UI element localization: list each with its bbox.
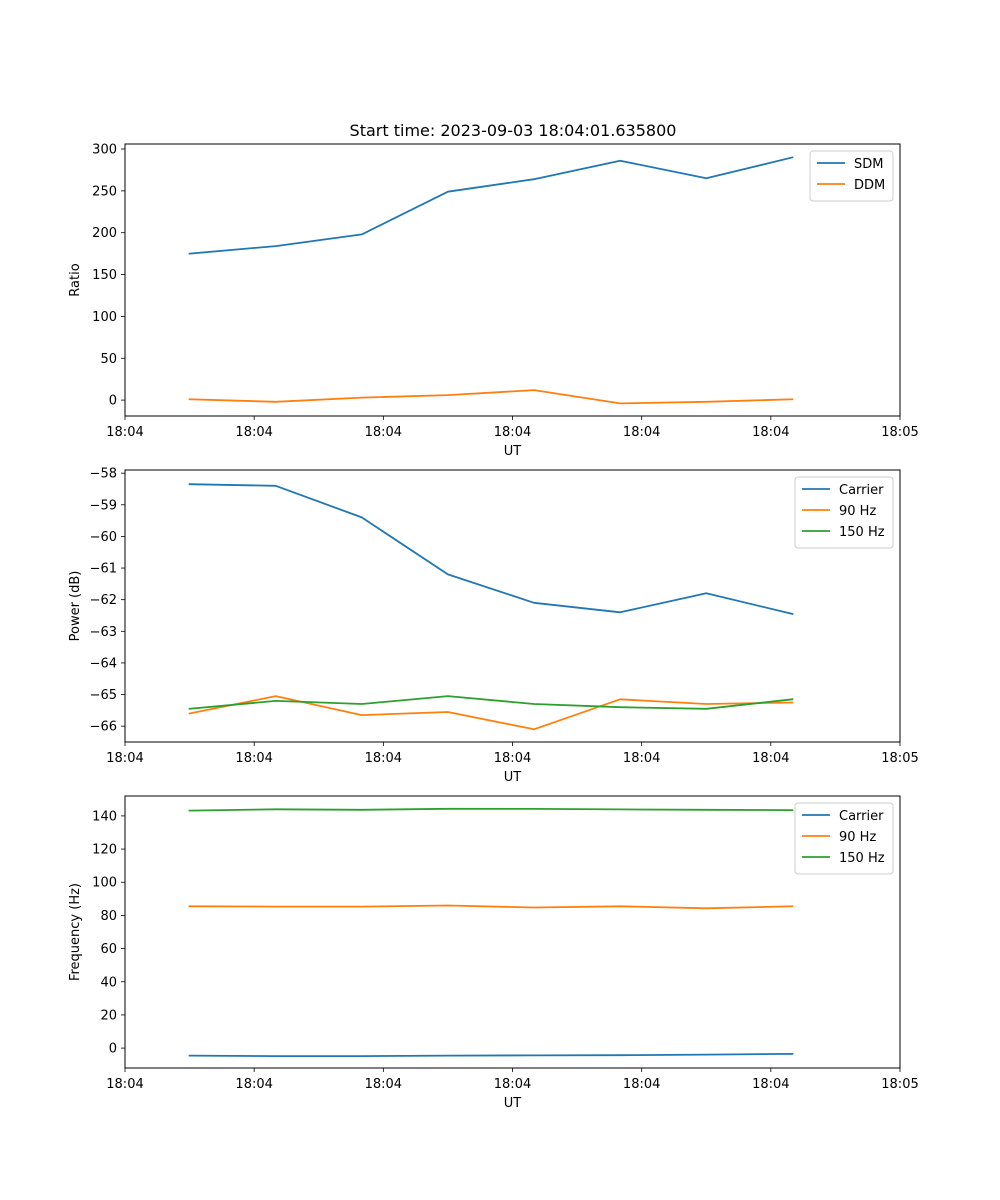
- legend-label: 150 Hz: [839, 525, 885, 540]
- y-tick-label: −65: [90, 688, 117, 703]
- x-axis-label: UT: [504, 1096, 522, 1111]
- x-tick-label: 18:04: [752, 425, 789, 440]
- subplot-3: 0 20 40 60 80 100 120 140 18:04 18:04 18:04 18:04 18…: [68, 795, 919, 1111]
- y-tick-label: 140: [92, 809, 117, 824]
- x-axis-label: UT: [504, 444, 522, 459]
- series-line-90-hz: [188, 904, 794, 910]
- legend-label: Carrier: [839, 483, 884, 498]
- y-tick-label: 100: [92, 876, 117, 891]
- y-tick-label: 150: [92, 268, 117, 283]
- y-tick-label: 0: [109, 394, 117, 409]
- subplot-1: 0 50 100 150 200 250 300 18:04 18:04 18:04 18:04 18…: [68, 143, 919, 459]
- y-tick-label: −64: [90, 656, 117, 671]
- legend-label: 90 Hz: [839, 504, 876, 519]
- series-line-carrier: [188, 483, 794, 615]
- y-tick-label: 60: [100, 942, 117, 957]
- x-tick-label: 18:04: [623, 751, 660, 766]
- legend: Carrier 90 Hz 150 Hz: [794, 476, 894, 549]
- y-tick-label: 0: [109, 1042, 117, 1057]
- y-axis-label: Ratio: [68, 263, 83, 296]
- x-tick-label: 18:04: [494, 425, 531, 440]
- x-tick-label: 18:04: [365, 1077, 402, 1092]
- series-line-carrier: [188, 1052, 794, 1057]
- x-tick-label: 18:04: [752, 1077, 789, 1092]
- x-tick-label: 18:04: [494, 751, 531, 766]
- series-line-150-hz: [188, 807, 794, 812]
- y-tick-label: 250: [92, 184, 117, 199]
- y-tick-label: 100: [92, 310, 117, 325]
- y-tick-label: −63: [90, 625, 117, 640]
- legend-label: 150 Hz: [839, 851, 885, 866]
- y-tick-label: 200: [92, 226, 117, 241]
- subplot-2: −58 −59 −60 −61 −62 −63 −64 −65 −66 18:04 18:04 18:…: [68, 467, 919, 785]
- series-line-90-hz: [188, 695, 794, 731]
- y-tick-label: 300: [92, 143, 117, 158]
- y-tick-label: −66: [90, 720, 117, 735]
- y-tick-label: −59: [90, 498, 117, 513]
- legend-label: SDM: [854, 157, 883, 172]
- y-tick-label: −62: [90, 593, 117, 608]
- y-tick-label: 120: [92, 843, 117, 858]
- x-tick-label: 18:04: [752, 751, 789, 766]
- y-tick-label: 20: [100, 1008, 117, 1023]
- x-tick-label: 18:04: [365, 425, 402, 440]
- x-tick-label: 18:04: [235, 1077, 272, 1092]
- y-tick-label: 50: [100, 352, 117, 367]
- x-tick-label: 18:04: [106, 751, 143, 766]
- y-axis-label: Frequency (Hz): [68, 883, 83, 981]
- y-tick-label: −60: [90, 530, 117, 545]
- x-tick-label: 18:04: [494, 1077, 531, 1092]
- x-tick-label: 18:04: [235, 425, 272, 440]
- x-tick-label: 18:05: [881, 1077, 918, 1092]
- x-axis-label: UT: [504, 770, 522, 785]
- x-tick-label: 18:04: [106, 425, 143, 440]
- figure-title: Start time: 2023-09-03 18:04:01.635800: [350, 121, 677, 140]
- y-tick-label: −61: [90, 562, 117, 577]
- y-tick-label: 40: [100, 975, 117, 990]
- y-tick-label: −58: [90, 467, 117, 482]
- x-tick-label: 18:04: [106, 1077, 143, 1092]
- legend: Carrier 90 Hz 150 Hz: [794, 802, 894, 875]
- x-tick-label: 18:04: [235, 751, 272, 766]
- series-line-sdm: [188, 156, 794, 255]
- y-axis-label: Power (dB): [68, 571, 83, 642]
- series-line-ddm: [188, 389, 794, 405]
- x-tick-label: 18:05: [881, 425, 918, 440]
- y-tick-label: 80: [100, 909, 117, 924]
- legend-label: 90 Hz: [839, 830, 876, 845]
- x-tick-label: 18:04: [623, 1077, 660, 1092]
- x-tick-label: 18:04: [623, 425, 660, 440]
- legend-label: Carrier: [839, 809, 884, 824]
- x-tick-label: 18:04: [365, 751, 402, 766]
- series-line-150-hz: [188, 695, 794, 710]
- x-tick-label: 18:05: [881, 751, 918, 766]
- legend-label: DDM: [854, 178, 885, 193]
- legend: SDM DDM: [809, 150, 894, 202]
